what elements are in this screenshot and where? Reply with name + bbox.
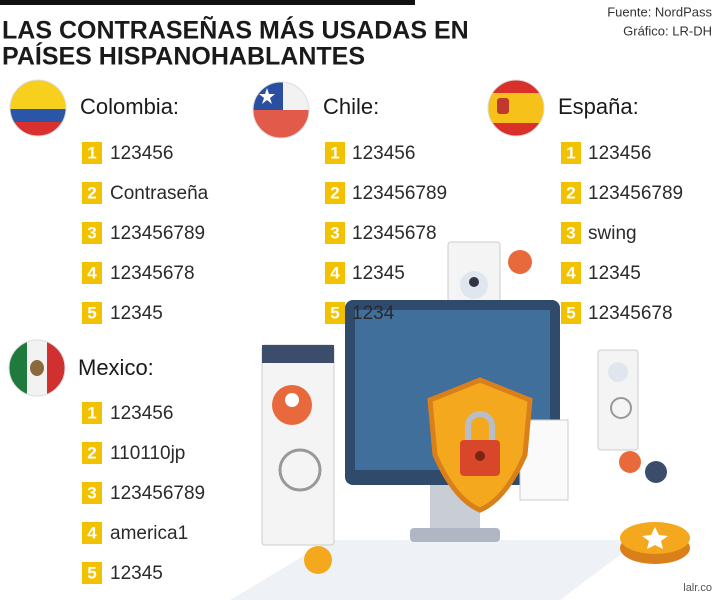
country-name: España: — [558, 94, 639, 119]
illustration — [230, 241, 690, 600]
password: 1234 — [352, 303, 395, 324]
password: 123456 — [110, 403, 173, 424]
flag-colombia — [10, 80, 66, 136]
password: 12345 — [352, 263, 405, 284]
password: 123456789 — [352, 183, 447, 204]
password: 123456789 — [110, 223, 205, 244]
country-name: Mexico: — [78, 355, 154, 380]
rank-box — [82, 522, 102, 544]
password: 12345678 — [110, 263, 195, 284]
password: 123456 — [352, 143, 415, 164]
rank: 2 — [566, 183, 575, 202]
password: Contraseña — [110, 183, 209, 204]
rank-box — [561, 302, 581, 324]
title-line: LAS CONTRASEÑAS MÁS USADAS EN — [2, 15, 469, 45]
flag-ring — [9, 79, 67, 137]
rank: 4 — [87, 523, 97, 542]
top-bar — [0, 0, 415, 5]
flag-ring — [252, 81, 310, 139]
rank: 1 — [330, 143, 339, 162]
rank-box — [82, 442, 102, 464]
source: Fuente: NordPass — [607, 4, 712, 19]
rank: 2 — [87, 183, 96, 202]
watermark: lalr.co — [683, 582, 712, 594]
password: 12345678 — [352, 223, 437, 244]
rank-box — [82, 482, 102, 504]
rank-box — [82, 262, 102, 284]
rank-box — [561, 262, 581, 284]
rank: 3 — [330, 223, 339, 242]
rank-box — [325, 262, 345, 284]
rank-box — [325, 222, 345, 244]
rank-box — [82, 402, 102, 424]
rank: 4 — [566, 263, 576, 282]
flag-mexico — [9, 340, 65, 396]
rank: 5 — [566, 303, 575, 322]
rank: 1 — [566, 143, 575, 162]
rank: 5 — [87, 563, 96, 582]
flag-chile — [253, 82, 309, 138]
password: 12345 — [110, 303, 163, 324]
rank: 5 — [87, 303, 96, 322]
rank-box — [82, 182, 102, 204]
rank: 3 — [87, 223, 96, 242]
password: 123456 — [110, 143, 173, 164]
rank-box — [82, 302, 102, 324]
flag-ring — [8, 339, 66, 397]
country-name: Chile: — [323, 94, 379, 119]
rank: 1 — [87, 143, 96, 162]
rank: 5 — [330, 303, 339, 322]
password: 110110jp — [110, 443, 185, 464]
password: 123456789 — [588, 183, 683, 204]
rank: 2 — [330, 183, 339, 202]
rank-box — [82, 562, 102, 584]
rank-box — [325, 182, 345, 204]
password: 123456789 — [110, 483, 205, 504]
password: 12345 — [110, 563, 163, 584]
rank: 4 — [87, 263, 97, 282]
rank: 3 — [87, 483, 96, 502]
rank: 4 — [330, 263, 340, 282]
rank: 3 — [566, 223, 575, 242]
credit: Gráfico: LR-DH — [623, 23, 712, 38]
rank: 2 — [87, 443, 96, 462]
rank-box — [561, 142, 581, 164]
rank-box — [325, 302, 345, 324]
password: america1 — [110, 523, 188, 544]
password: 12345678 — [588, 303, 673, 324]
rank: 1 — [87, 403, 96, 422]
flag-spain — [488, 80, 544, 136]
password: swing — [588, 223, 637, 244]
password: 123456 — [588, 143, 651, 164]
rank-box — [325, 142, 345, 164]
password: 12345 — [588, 263, 641, 284]
rank-box — [82, 222, 102, 244]
country-name: Colombia: — [80, 94, 179, 119]
rank-box — [561, 182, 581, 204]
flag-ring — [487, 79, 545, 137]
title-line: PAÍSES HISPANOHABLANTES — [2, 42, 365, 71]
rank-box — [82, 142, 102, 164]
rank-box — [561, 222, 581, 244]
